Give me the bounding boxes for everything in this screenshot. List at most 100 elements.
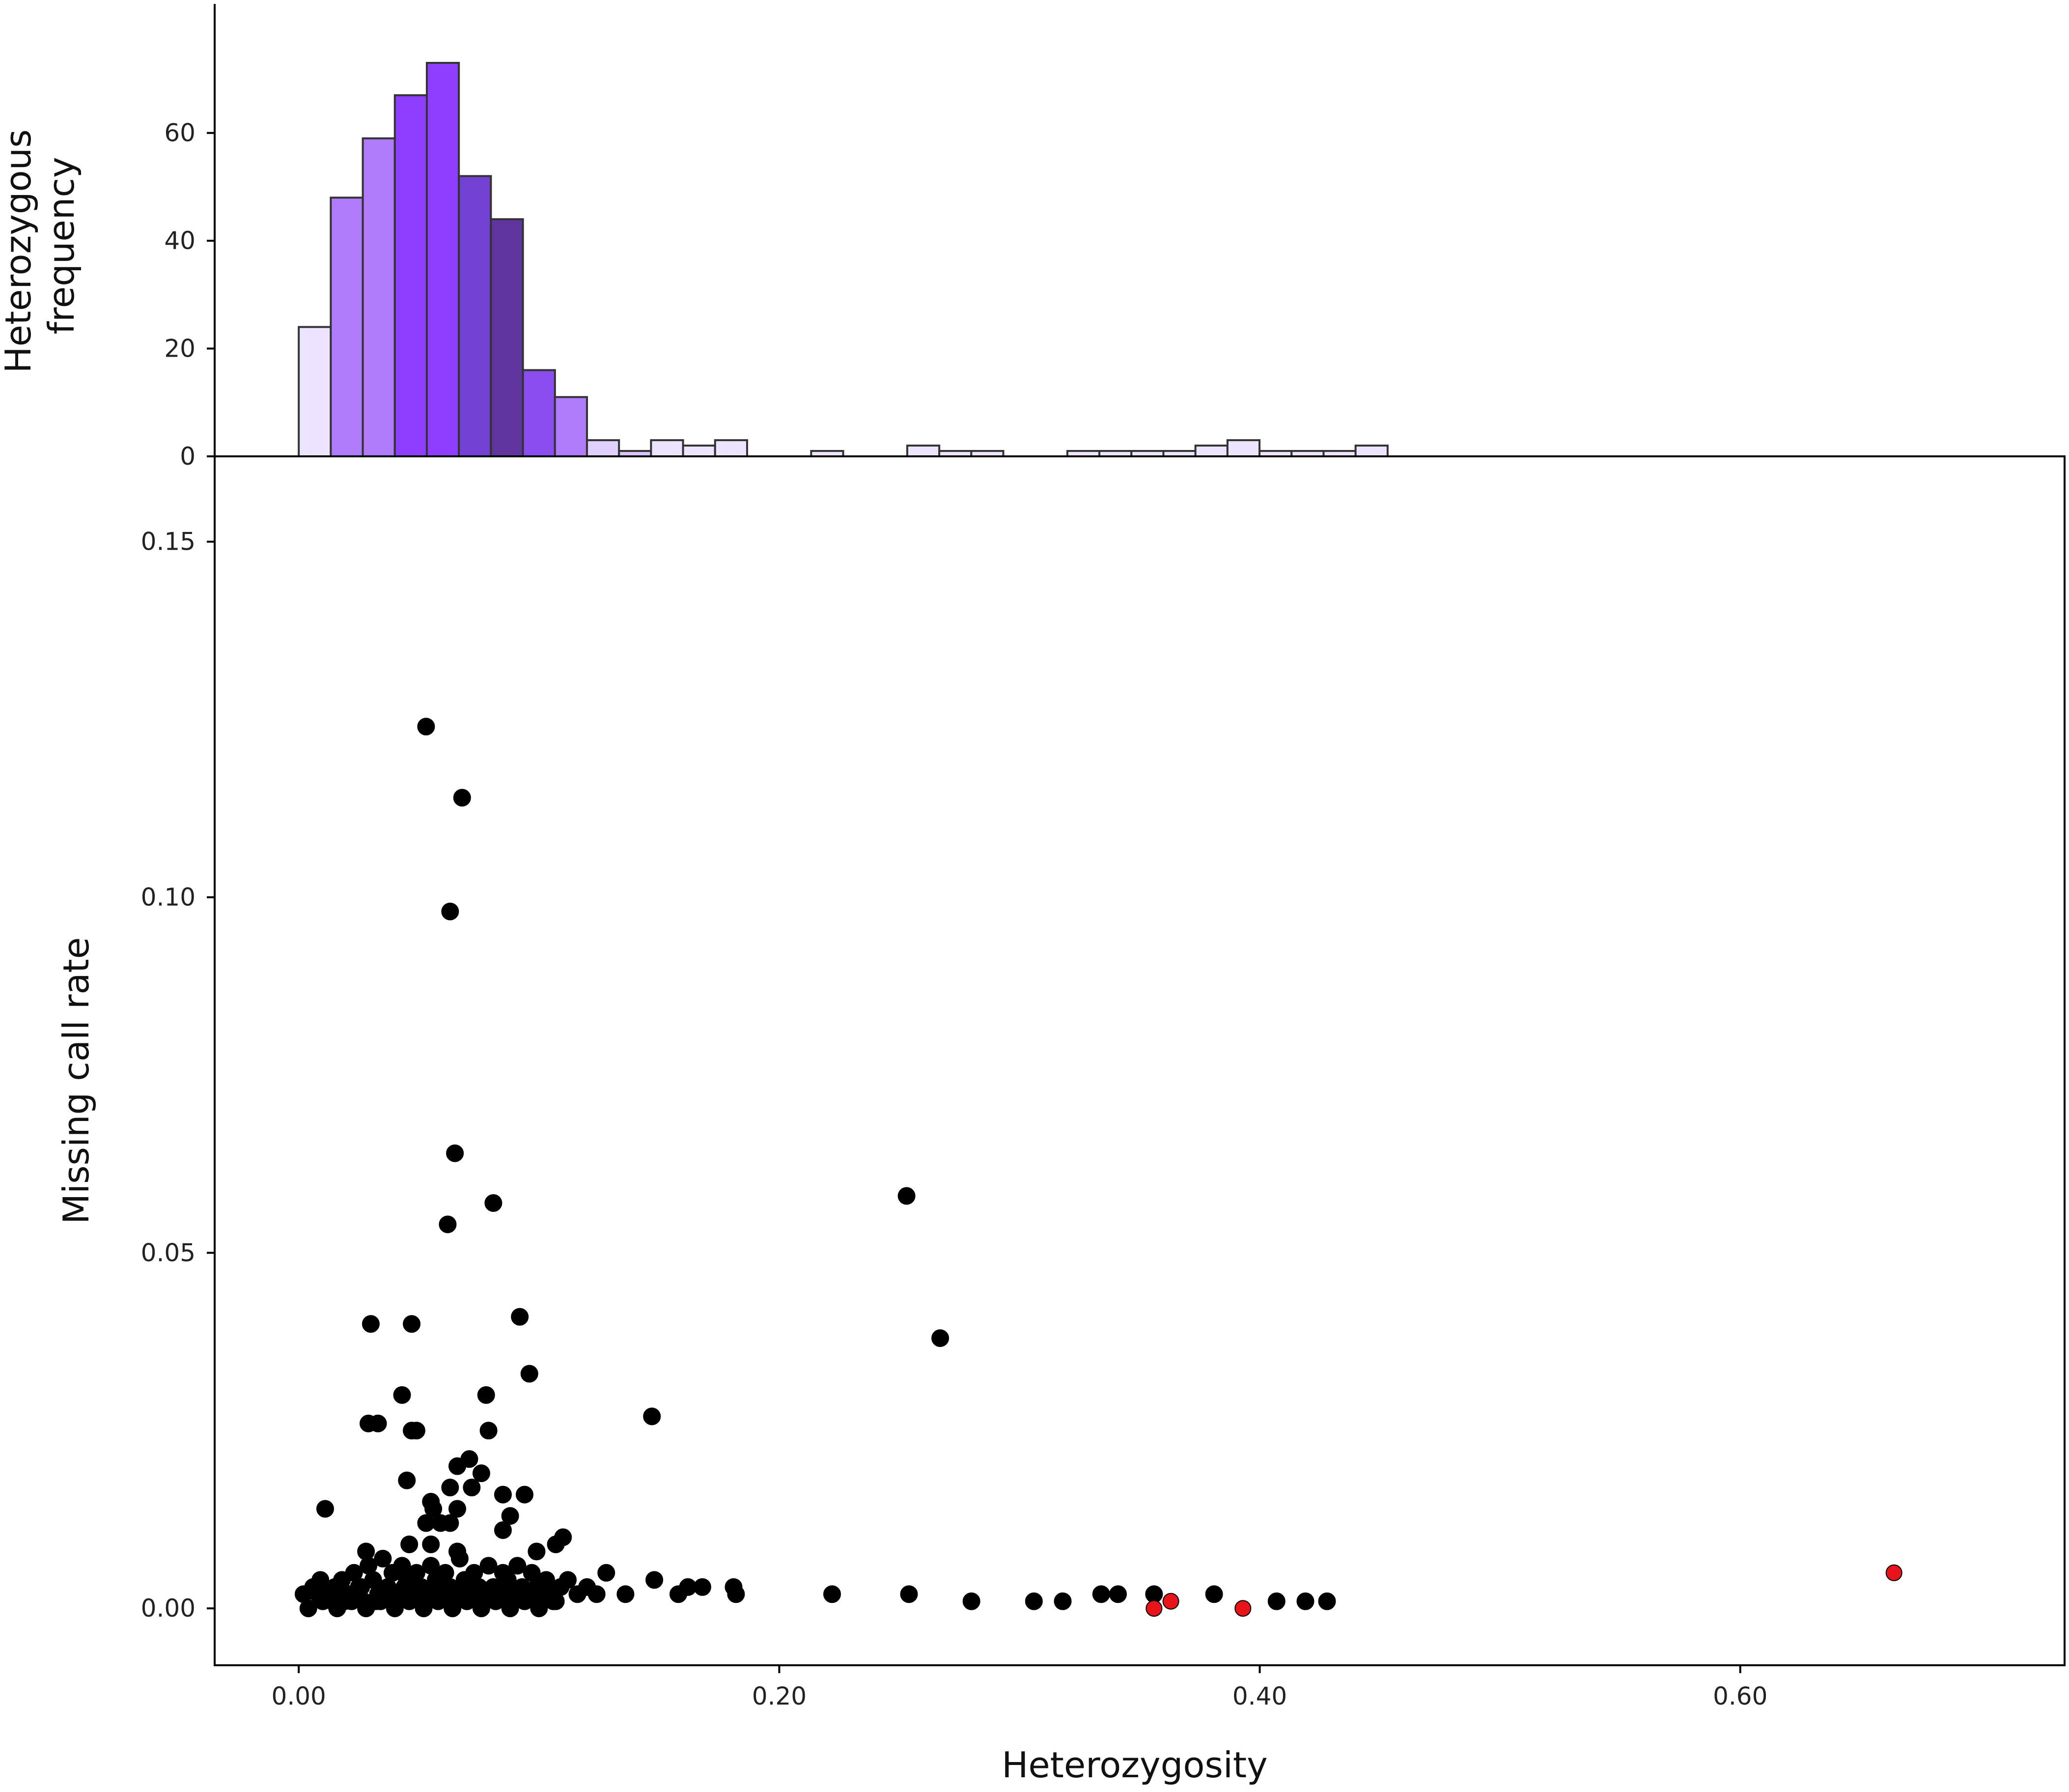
histogram-y-tick-label: 60 <box>164 119 196 147</box>
scatter-point <box>448 1457 466 1475</box>
scatter-point <box>403 1422 421 1440</box>
histogram-bar <box>1194 445 1229 458</box>
histogram-bar <box>425 62 460 457</box>
scatter-point <box>496 1578 514 1596</box>
scatter-point <box>381 1585 399 1603</box>
scatter-point <box>616 1585 635 1603</box>
scatter-point <box>1267 1592 1286 1610</box>
scatter-point-highlighted <box>1234 1600 1252 1617</box>
scatter-point <box>494 1485 512 1504</box>
scatter-point <box>823 1585 841 1603</box>
scatter-point <box>439 1585 457 1603</box>
scatter-point <box>439 1215 457 1233</box>
scatter-point-highlighted <box>1162 1593 1179 1610</box>
histogram-y-ticks: 0 20 40 60 <box>164 119 215 471</box>
scatter-y-tick-label: 0.00 <box>141 1594 196 1623</box>
scatter-point <box>1025 1592 1043 1610</box>
scatter-point <box>494 1521 512 1539</box>
scatter-point <box>323 1592 341 1610</box>
scatter-point <box>398 1471 416 1489</box>
scatter-point <box>1205 1585 1223 1603</box>
scatter-x-title: Heterozygosity <box>1002 1744 1268 1786</box>
histogram-bar <box>522 369 556 457</box>
scatter-y-tick-label: 0.15 <box>141 528 196 556</box>
scatter-points <box>294 718 1902 1618</box>
histogram-bar <box>393 94 428 457</box>
scatter-point <box>299 1599 317 1618</box>
scatter-point <box>931 1329 950 1347</box>
histogram-bar <box>586 439 620 458</box>
scatter-point <box>900 1585 918 1603</box>
scatter-point <box>448 1500 466 1518</box>
scatter-point <box>441 902 459 921</box>
histogram-bar <box>906 445 941 458</box>
scatter-point <box>1109 1585 1127 1603</box>
scatter-point <box>395 1578 414 1596</box>
scatter-point <box>727 1585 745 1603</box>
scatter-point <box>393 1386 411 1404</box>
scatter-point <box>417 1514 435 1532</box>
scatter-point <box>362 1315 380 1333</box>
scatter-point <box>482 1585 500 1603</box>
scatter-point <box>463 1479 481 1497</box>
scatter-point <box>309 1585 327 1603</box>
scatter-point <box>316 1500 334 1518</box>
scatter-point <box>472 1464 490 1483</box>
histogram-y-tick-label: 0 <box>180 442 196 471</box>
scatter-point <box>422 1535 440 1553</box>
scatter-point <box>479 1557 498 1575</box>
scatter-point <box>424 1500 443 1518</box>
histogram-y-title: Heterozygous frequency <box>0 118 82 373</box>
scatter-point <box>410 1585 428 1603</box>
histogram-y-tick-label: 20 <box>164 335 196 363</box>
scatter-point <box>369 1414 387 1432</box>
scatter-point <box>450 1549 469 1568</box>
histogram-bar <box>362 137 396 457</box>
scatter-point <box>400 1535 419 1553</box>
histogram-bar <box>1354 445 1389 458</box>
scatter-x-tick-label: 0.00 <box>272 1682 326 1710</box>
histogram-bar <box>714 439 748 458</box>
scatter-point <box>962 1592 980 1610</box>
histogram-y-tick-label: 40 <box>164 226 196 255</box>
scatter-point <box>597 1564 615 1582</box>
scatter-point-highlighted <box>1146 1600 1163 1617</box>
scatter-point <box>643 1407 661 1426</box>
histogram-y-title-line-1: Heterozygous <box>0 129 39 373</box>
scatter-point <box>520 1365 538 1383</box>
scatter-point <box>897 1187 916 1205</box>
histogram-bar <box>330 196 364 457</box>
scatter-point <box>528 1542 546 1561</box>
scatter-point <box>515 1485 533 1504</box>
scatter-point <box>366 1592 385 1610</box>
scatter-point <box>1145 1585 1163 1603</box>
scatter-point <box>693 1578 711 1596</box>
scatter-point <box>453 1578 471 1596</box>
histogram-bar <box>682 445 716 458</box>
scatter-point <box>559 1571 577 1589</box>
scatter-point <box>453 788 471 807</box>
scatter-point <box>441 1479 459 1497</box>
scatter-x-tick-label: 0.20 <box>752 1682 807 1710</box>
scatter-point <box>508 1557 527 1575</box>
histogram-bar <box>298 326 332 457</box>
histogram-bar <box>1226 439 1261 458</box>
histogram-y-title-line-2: frequency <box>41 157 82 334</box>
scatter-point <box>587 1585 606 1603</box>
scatter-point <box>511 1308 529 1326</box>
scatter-point <box>477 1386 495 1404</box>
scatter-y-ticks: 0.00 0.05 0.10 0.15 <box>141 528 215 1623</box>
histogram-bar <box>490 218 524 457</box>
histogram-panel: 0 20 40 60 Heterozygous frequency <box>0 4 1389 471</box>
histogram-bar <box>554 396 588 458</box>
scatter-point <box>417 718 435 736</box>
scatter-point <box>1296 1592 1314 1610</box>
scatter-plot-frame <box>214 455 2066 1666</box>
scatter-y-title: Missing call rate <box>56 937 97 1224</box>
scatter-point <box>441 1514 459 1532</box>
scatter-point <box>645 1571 664 1589</box>
scatter-point <box>501 1599 519 1618</box>
scatter-x-tick-label: 0.60 <box>1713 1682 1767 1710</box>
scatter-point <box>1092 1585 1110 1603</box>
